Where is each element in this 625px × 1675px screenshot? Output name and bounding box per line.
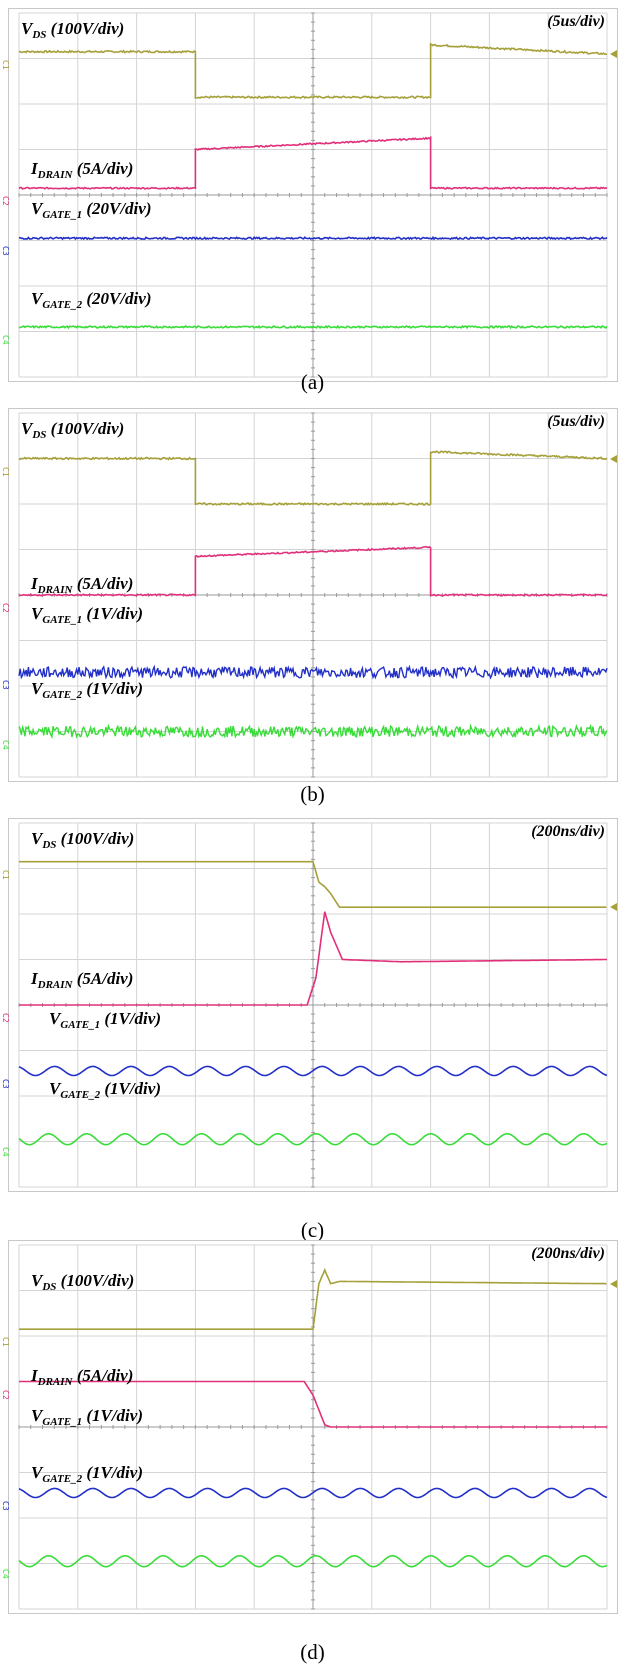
series-label: VGATE_2 (1V/div) [31, 679, 143, 701]
series-label: VDS (100V/div) [31, 1271, 135, 1293]
trace-c3 [18, 664, 608, 680]
channel-marker: C1 [1, 869, 10, 880]
channel-marker: C4 [1, 1147, 10, 1157]
series-label: VGATE_1 (20V/div) [31, 199, 152, 221]
timebase-label: (200ns/div) [531, 1245, 605, 1262]
scope-panel-b: (5us/div) C1 VDS (100V/div) C2 IDRAIN (5A/d… [1, 408, 618, 782]
series-label: VDS (100V/div) [21, 419, 125, 441]
figure-caption: (a) [300, 370, 325, 394]
channel-marker: C2 [1, 603, 10, 613]
figure-caption: (c) [300, 1218, 325, 1242]
channel-marker: C2 [1, 196, 10, 206]
trace-c3 [18, 1487, 608, 1499]
trace-c1 [18, 450, 608, 506]
channel-marker: C3 [1, 680, 10, 690]
waveform-plot-a [18, 12, 608, 378]
channel-marker: C4 [1, 1569, 10, 1579]
series-label: IDRAIN (5A/div) [31, 969, 134, 991]
series-label: VGATE_2 (20V/div) [31, 289, 152, 311]
channel-marker: C3 [1, 246, 10, 256]
channel-marker: C2 [1, 1013, 10, 1023]
series-label: VGATE_1 (1V/div) [31, 1406, 143, 1428]
channel-marker: C1 [1, 466, 10, 477]
trigger-level-marker [610, 903, 617, 912]
channel-marker: C3 [1, 1500, 10, 1511]
trace-c4 [18, 324, 608, 330]
series-label: VGATE_2 (1V/div) [31, 1463, 143, 1485]
channel-marker: C4 [1, 739, 10, 750]
trace-c3 [18, 1065, 608, 1077]
series-label: VGATE_1 (1V/div) [31, 604, 143, 626]
timebase-label: (200ns/div) [531, 823, 605, 840]
channel-marker: C2 [1, 1389, 10, 1400]
waveform-plot-c [18, 822, 608, 1188]
channel-marker: C3 [1, 1078, 10, 1089]
waveform-plot-d [18, 1244, 608, 1610]
trace-c2 [19, 1380, 607, 1428]
trace-c4 [18, 1555, 608, 1568]
trace-c4 [18, 723, 608, 740]
trace-c4 [18, 1133, 608, 1146]
channel-marker: C1 [1, 59, 10, 70]
trace-c2 [18, 135, 608, 190]
scope-panel-a: (5us/div) C1 VDS (100V/div) C2 IDRAIN (5A/d… [1, 8, 618, 382]
series-label: VGATE_1 (1V/div) [49, 1009, 161, 1031]
series-label: VDS (100V/div) [21, 19, 125, 41]
trace-c3 [18, 235, 608, 241]
trigger-level-marker [610, 454, 617, 463]
figure-caption: (d) [300, 1640, 325, 1664]
scope-panel-c: (200ns/div) C1 VDS (100V/div) C2 IDRAIN (5A… [1, 818, 618, 1192]
timebase-label: (5us/div) [547, 13, 605, 30]
series-label: IDRAIN (5A/div) [31, 574, 134, 596]
scope-panel-d: (200ns/div) C1 VDS (100V/div) C2 IDRAIN (5A… [1, 1240, 618, 1614]
series-label: IDRAIN (5A/div) [31, 159, 134, 181]
waveform-plot-b [18, 412, 608, 778]
series-label: VDS (100V/div) [31, 829, 135, 851]
channel-marker: C1 [1, 1337, 10, 1347]
timebase-label: (5us/div) [547, 413, 605, 430]
trace-c2 [18, 545, 608, 597]
trace-c1 [19, 1267, 607, 1330]
trigger-level-marker [610, 1279, 617, 1288]
trace-c1 [19, 860, 607, 908]
trace-c1 [18, 42, 608, 100]
channel-marker: C4 [1, 334, 10, 345]
figure-caption: (b) [300, 782, 325, 806]
trace-c2 [19, 911, 607, 1006]
series-label: IDRAIN (5A/div) [31, 1366, 134, 1388]
trigger-level-marker [610, 49, 617, 58]
series-label: VGATE_2 (1V/div) [49, 1079, 161, 1101]
